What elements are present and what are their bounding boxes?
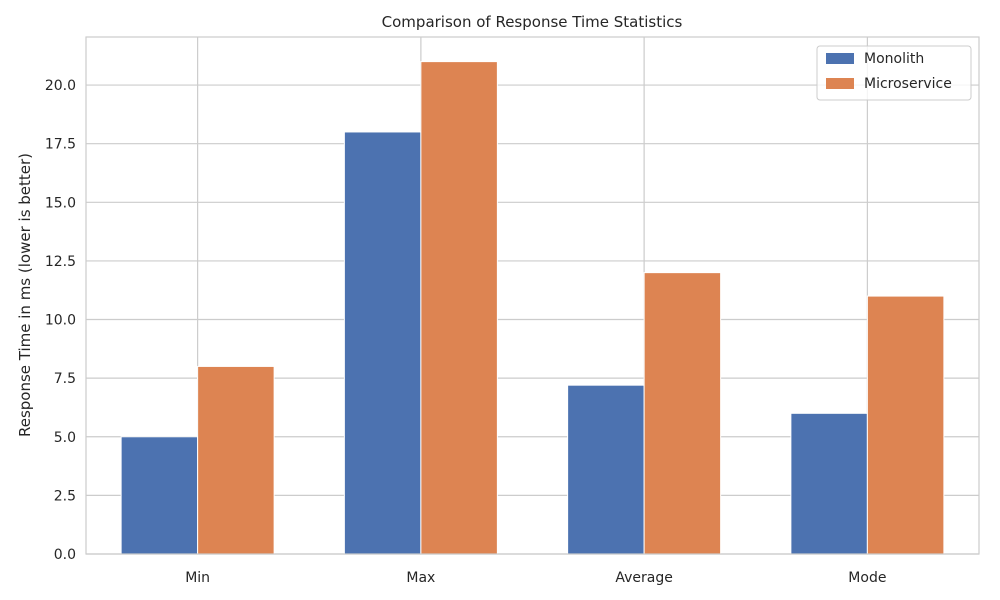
y-axis-title: Response Time in ms (lower is better) xyxy=(16,153,34,437)
bar-monolith-mode xyxy=(790,412,868,555)
bar-microservice-average xyxy=(643,272,722,555)
y-tick-labels: 0.0 2.5 5.0 7.5 10.0 12.5 15.0 17.5 20.0 xyxy=(45,78,76,563)
legend-label-microservice: Microservice xyxy=(864,76,952,92)
legend-box xyxy=(816,45,972,101)
legend-swatch-microservice xyxy=(826,78,854,89)
y-tick-label: 2.5 xyxy=(54,488,76,504)
y-tick-label: 0.0 xyxy=(54,547,76,563)
bar-monolith-average xyxy=(567,384,645,555)
y-tick-label: 12.5 xyxy=(45,254,76,270)
y-tick-label: 10.0 xyxy=(45,313,76,329)
chart-title: Comparison of Response Time Statistics xyxy=(382,13,683,31)
bars xyxy=(120,61,945,555)
bar-microservice-min xyxy=(197,365,275,555)
legend[interactable]: Monolith Microservice xyxy=(816,45,972,101)
y-tick-label: 20.0 xyxy=(45,78,76,94)
y-tick-label: 7.5 xyxy=(54,371,76,387)
y-tick-label: 5.0 xyxy=(54,430,76,446)
x-tick-label: Mode xyxy=(848,570,886,586)
y-tick-label: 17.5 xyxy=(45,137,76,153)
x-tick-label: Min xyxy=(185,570,210,586)
x-tick-labels: Min Max Average Mode xyxy=(185,570,886,586)
bar-monolith-min xyxy=(120,436,199,555)
y-tick-label: 15.0 xyxy=(45,195,76,211)
legend-label-monolith: Monolith xyxy=(864,51,924,67)
bar-microservice-mode xyxy=(866,295,945,555)
bar-monolith-max xyxy=(343,131,422,555)
x-tick-label: Average xyxy=(615,570,673,586)
plot-frame xyxy=(85,36,980,555)
x-tick-label: Max xyxy=(406,570,435,586)
legend-swatch-monolith xyxy=(826,53,854,64)
bar-microservice-max xyxy=(420,61,498,555)
